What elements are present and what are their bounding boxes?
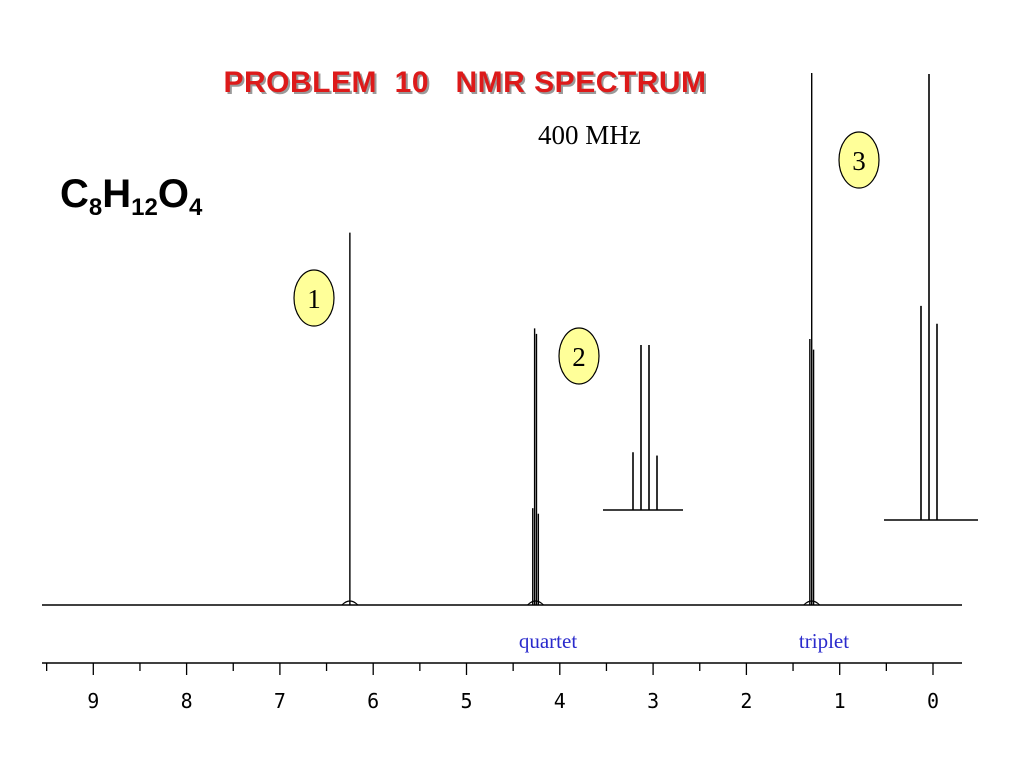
formula-count-h: 12	[131, 194, 158, 221]
formula-element-o: O	[157, 172, 189, 216]
formula-count-c: 8	[88, 194, 103, 221]
x-axis-tick-label: 4	[554, 689, 566, 713]
molecular-formula: C8H12O4	[60, 172, 202, 222]
peak-3-multiplicity: triplet	[799, 629, 849, 653]
peak-3-badge-label: 3	[852, 146, 866, 176]
peak-1-badge-label: 1	[307, 284, 321, 314]
peak-2-multiplicity: quartet	[519, 629, 577, 653]
formula-element-c: C	[60, 172, 89, 216]
peak-3-badge	[838, 131, 880, 189]
x-axis-tick-label: 0	[927, 689, 939, 713]
slide-title-text: PROBLEM 10 NMR SPECTRUM	[223, 66, 707, 99]
spectrometer-frequency-label: 400 MHz	[538, 120, 641, 150]
x-axis-tick-label: 5	[460, 689, 472, 713]
x-axis-tick-label: 9	[87, 689, 99, 713]
x-axis-tick-label: 8	[181, 689, 193, 713]
x-axis-tick-label: 7	[274, 689, 286, 713]
peak-2-badge	[558, 327, 600, 385]
formula-element-h: H	[102, 172, 132, 216]
peak-2-badge-label: 2	[572, 342, 586, 372]
x-axis-tick-label: 1	[834, 689, 846, 713]
peak-3-foot	[803, 600, 821, 606]
formula-count-o: 4	[188, 194, 203, 221]
peak-1-foot	[341, 600, 359, 606]
peak-1-badge	[293, 269, 335, 327]
slide-title: PROBLEM 10 NMR SPECTRUM	[0, 66, 930, 100]
x-axis-tick-label: 6	[367, 689, 379, 713]
x-axis-tick-label: 3	[647, 689, 659, 713]
x-axis-tick-label: 2	[740, 689, 752, 713]
peak-2-foot	[527, 600, 544, 606]
